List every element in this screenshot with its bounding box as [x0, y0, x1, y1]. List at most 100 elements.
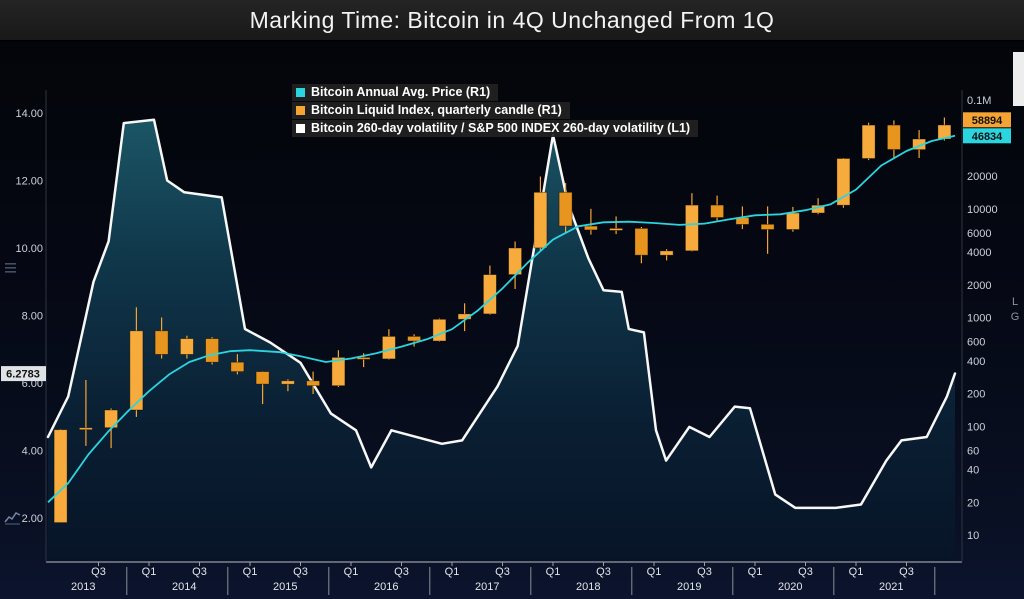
candle-body [584, 225, 598, 231]
candle-body [836, 158, 851, 206]
candle-body [786, 212, 800, 230]
candle-body [331, 356, 346, 387]
candle-body [558, 191, 573, 227]
legend-label: Bitcoin Liquid Index, quarterly candle (… [311, 103, 562, 117]
menu-icon[interactable] [4, 262, 18, 274]
candle-body [255, 371, 270, 385]
candle-body [685, 204, 699, 252]
cyan-series-swatch-icon [296, 87, 305, 97]
x-axis-quarter-label: Q3 [798, 566, 813, 578]
x-axis-quarter-label: Q3 [394, 566, 409, 578]
left-axis-tick: 2.00 [22, 513, 43, 525]
candle-body [230, 361, 245, 373]
candle-body [533, 191, 548, 249]
last-value-badges: 46834 58894 6.2783 [1, 112, 1011, 382]
candle-body [306, 380, 321, 387]
x-axis-year-label: 2020 [778, 581, 802, 593]
x-axis-quarter-label: Q1 [344, 566, 359, 578]
x-axis-year-label: 2015 [273, 581, 297, 593]
right-axis-tick: 600 [967, 337, 985, 349]
legend-item-liquid-index-candle[interactable]: Bitcoin Liquid Index, quarterly candle (… [292, 102, 570, 119]
legend-item-annual-avg-price[interactable]: Bitcoin Annual Avg. Price (R1) [292, 84, 499, 101]
x-axis-year-label: 2013 [71, 581, 95, 593]
right-axis-tick: 6000 [967, 228, 991, 240]
right-axis-tick: 0.1M [967, 95, 991, 107]
legend-label: Bitcoin Annual Avg. Price (R1) [311, 85, 491, 99]
x-axis-quarter-label: Q3 [192, 566, 207, 578]
avg-price-line [47, 134, 956, 503]
last-value-badge-label: 6.2783 [6, 369, 40, 381]
volatility-line [46, 118, 957, 510]
x-axis-year-label: 2021 [879, 581, 903, 593]
candle-body [634, 227, 649, 256]
x-axis-quarter-label: Q1 [142, 566, 157, 578]
x-axis-quarter-label: Q1 [849, 566, 864, 578]
left-axis-tick: 14.00 [15, 108, 43, 120]
candle-body [407, 335, 422, 342]
candle-body [381, 335, 396, 360]
right-axis-tick: 100 [967, 421, 985, 433]
x-axis-year-label: 2018 [576, 581, 600, 593]
candlestick-series [53, 117, 952, 524]
right-edge-watermark: LG [1009, 296, 1021, 326]
x-axis-quarter-label: Q1 [445, 566, 460, 578]
x-axis-quarter-label: Q3 [293, 566, 308, 578]
right-axis-tick: 1000 [967, 313, 991, 325]
x-axis-quarter-label: Q3 [596, 566, 611, 578]
volatility-series [46, 118, 957, 563]
candle-body [53, 429, 68, 524]
last-value-badge [963, 128, 1011, 144]
right-axis-tick: 4000 [967, 247, 991, 259]
last-value-badge [963, 112, 1011, 128]
x-axis-quarter-label: Q3 [495, 566, 510, 578]
x-axis-year-label: 2016 [374, 581, 398, 593]
left-axis-tick: 4.00 [22, 446, 43, 458]
candle-body [887, 124, 901, 150]
candle-body [79, 427, 93, 431]
x-axis-quarter-label: Q3 [899, 566, 914, 578]
candle-body [356, 356, 371, 360]
axes: 14.0012.0010.008.006.004.002.000.1M20000… [15, 90, 998, 595]
x-axis-quarter-label: Q1 [546, 566, 561, 578]
candle-body [129, 330, 144, 411]
candle-body [659, 250, 674, 256]
right-axis-tick: 40 [967, 465, 979, 477]
x-axis-quarter-label: Q1 [748, 566, 763, 578]
right-axis-tick: 10 [967, 530, 979, 542]
candle-body [280, 380, 295, 385]
legend-label: Bitcoin 260-day volatility / S&P 500 IND… [311, 121, 691, 135]
right-axis-tick: 2000 [967, 280, 991, 292]
candle-body [432, 318, 447, 342]
volatility-area [48, 119, 955, 563]
candle-body [205, 338, 220, 363]
right-axis-tick: 200 [967, 389, 985, 401]
left-axis-tick: 12.00 [15, 176, 43, 188]
last-value-badge [1, 366, 46, 382]
left-axis-tick: 8.00 [22, 311, 43, 323]
candle-body [154, 330, 169, 355]
legend-item-volatility-ratio[interactable]: Bitcoin 260-day volatility / S&P 500 IND… [292, 120, 699, 137]
right-axis-tick: 20000 [967, 171, 998, 183]
candle-body [609, 227, 623, 231]
candle-body [710, 204, 724, 218]
mini-chart-icon[interactable] [4, 510, 21, 525]
candle-body [861, 124, 876, 159]
x-axis-quarter-label: Q3 [91, 566, 106, 578]
last-value-badge-label: 58894 [972, 115, 1003, 127]
x-axis-year-label: 2014 [172, 581, 196, 593]
last-value-badge-label: 46834 [972, 131, 1003, 143]
chart-title: Marking Time: Bitcoin in 4Q Unchanged Fr… [249, 6, 775, 33]
x-axis-year-label: 2019 [677, 581, 701, 593]
x-axis-quarter-label: Q1 [243, 566, 258, 578]
right-axis-tick: 400 [967, 356, 985, 368]
right-axis-tick: 60 [967, 445, 979, 457]
candle-body [179, 338, 194, 355]
candle-body [760, 223, 775, 230]
x-axis-year-label: 2017 [475, 581, 499, 593]
x-axis-quarter-label: Q1 [647, 566, 662, 578]
chart-legend: Bitcoin Annual Avg. Price (R1) Bitcoin L… [292, 84, 699, 138]
left-axis-tick: 10.00 [15, 243, 43, 255]
right-axis-tick: 20 [967, 497, 979, 509]
